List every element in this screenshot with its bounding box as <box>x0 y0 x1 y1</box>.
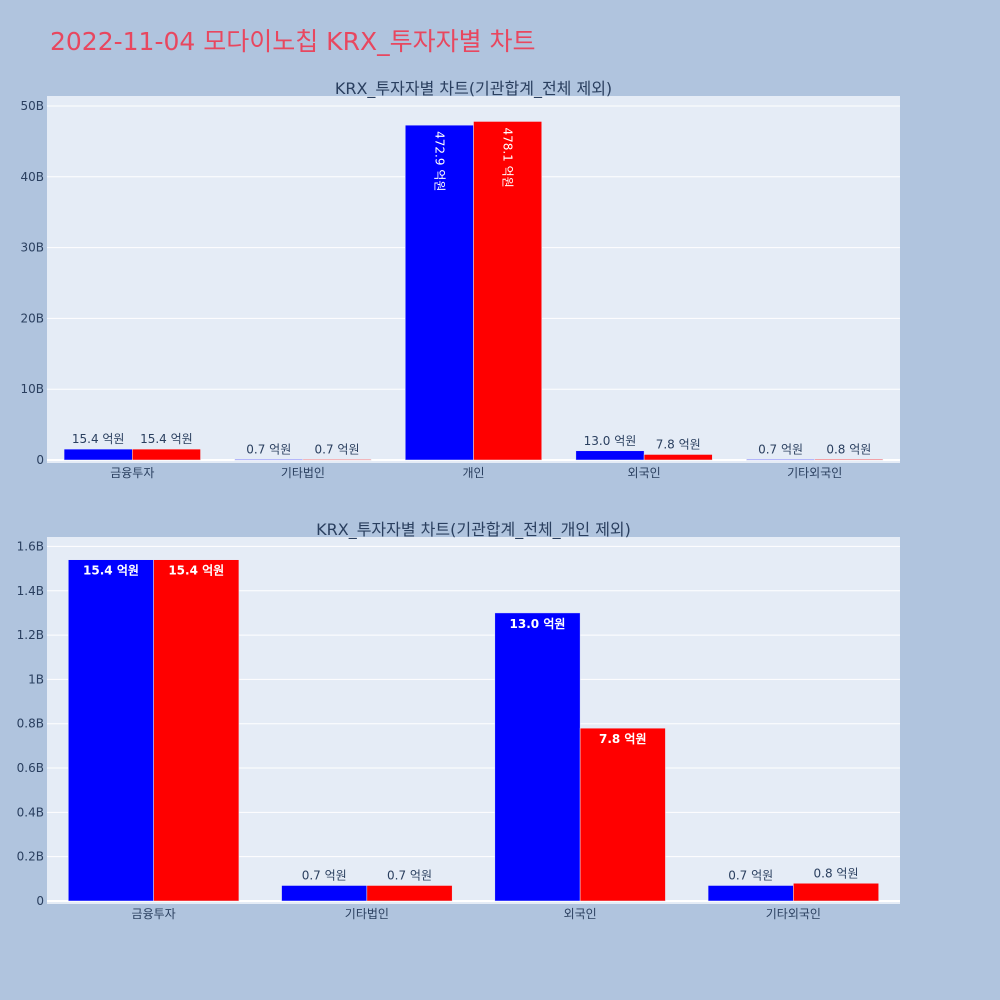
bar-value-label: 472.9 억원 <box>432 131 446 191</box>
y-tick-label: 10B <box>20 382 44 396</box>
chart-title: KRX_투자자별 차트(기관합계_전체 제외) <box>335 79 612 99</box>
y-tick-label: 0 <box>36 894 44 908</box>
x-tick-label: 외국인 <box>628 466 661 480</box>
bar-buy <box>746 459 815 461</box>
y-tick-label: 50B <box>20 99 44 113</box>
bar-value-label: 7.8 억원 <box>599 732 647 746</box>
page-title: 2022-11-04 모다이노칩 KRX_투자자별 차트 <box>50 27 536 56</box>
y-tick-label: 40B <box>20 170 44 184</box>
bar-sell <box>643 454 713 461</box>
x-tick-label: 기타외국인 <box>766 907 821 921</box>
y-tick-label: 0.4B <box>17 805 44 819</box>
y-tick-label: 0.8B <box>17 717 44 731</box>
bar-value-label: 478.1 억원 <box>501 127 515 187</box>
bar-value-label: 13.0 억원 <box>584 434 637 448</box>
x-tick-label: 기타법인 <box>281 466 325 480</box>
bar-sell <box>814 459 884 461</box>
bar-value-label: 0.7 억원 <box>302 868 347 882</box>
y-tick-label: 0.6B <box>17 761 44 775</box>
bar-value-label: 7.8 억원 <box>656 437 701 451</box>
x-tick-label: 개인 <box>462 466 484 480</box>
x-tick-label: 금융투자 <box>110 466 154 480</box>
chart-top: 0 10B 20B 30B 40B 50B KRX_투자자별 차트(기관합계_전체 제외) 금… <box>20 79 900 480</box>
bar-value-label: 0.8 억원 <box>826 442 871 456</box>
bar-value-label: 0.7 억원 <box>728 868 773 882</box>
bar-value-label: 15.4 억원 <box>83 564 139 578</box>
bar-sell <box>473 121 542 461</box>
bar-value-label: 0.7 억원 <box>315 443 360 457</box>
x-tick-label: 금융투자 <box>132 907 176 921</box>
bar-value-label: 0.7 억원 <box>387 868 432 882</box>
bar-value-label: 13.0 억원 <box>510 617 566 631</box>
y-tick-label: 1.2B <box>17 628 44 642</box>
chart-bottom: 0 0.2B 0.4B 0.6B 0.8B 1B 1.2B 1.4B 1.6B KRX_투자자별 … <box>17 520 900 921</box>
y-tick-label: 1.6B <box>17 539 44 553</box>
bar-sell <box>579 727 666 902</box>
bar-buy <box>68 559 154 902</box>
y-tick-label: 20B <box>20 311 44 325</box>
y-tick-label: 1.4B <box>17 584 44 598</box>
bar-value-label: 0.7 억원 <box>758 443 803 457</box>
bar-value-label: 15.4 억원 <box>168 564 224 578</box>
bar-value-label: 0.7 억원 <box>246 443 291 457</box>
bar-sell <box>793 883 879 902</box>
bar-sell <box>302 459 372 461</box>
y-tick-label: 0.2B <box>17 850 44 864</box>
bar-value-label: 15.4 억원 <box>72 432 125 446</box>
bar-sell <box>153 559 240 902</box>
bar-buy <box>575 450 645 461</box>
x-tick-label: 기타외국인 <box>787 466 842 480</box>
y-tick-label: 1B <box>28 672 44 686</box>
y-tick-label: 30B <box>20 241 44 255</box>
x-tick-label: 외국인 <box>564 907 597 921</box>
bar-buy <box>63 448 133 461</box>
bar-buy <box>494 612 581 902</box>
bar-buy <box>281 885 368 902</box>
chart-title: KRX_투자자별 차트(기관합계_전체_개인 제외) <box>316 520 631 540</box>
bar-value-label: 0.8 억원 <box>814 866 859 880</box>
bar-value-label: 15.4 억원 <box>140 432 193 446</box>
x-tick-label: 기타법인 <box>345 907 389 921</box>
bar-sell <box>132 448 201 461</box>
bar-sell <box>366 885 453 902</box>
bar-buy <box>234 459 304 461</box>
bar-buy <box>405 124 474 461</box>
y-tick-label: 0 <box>36 453 44 467</box>
bar-buy <box>707 885 794 902</box>
